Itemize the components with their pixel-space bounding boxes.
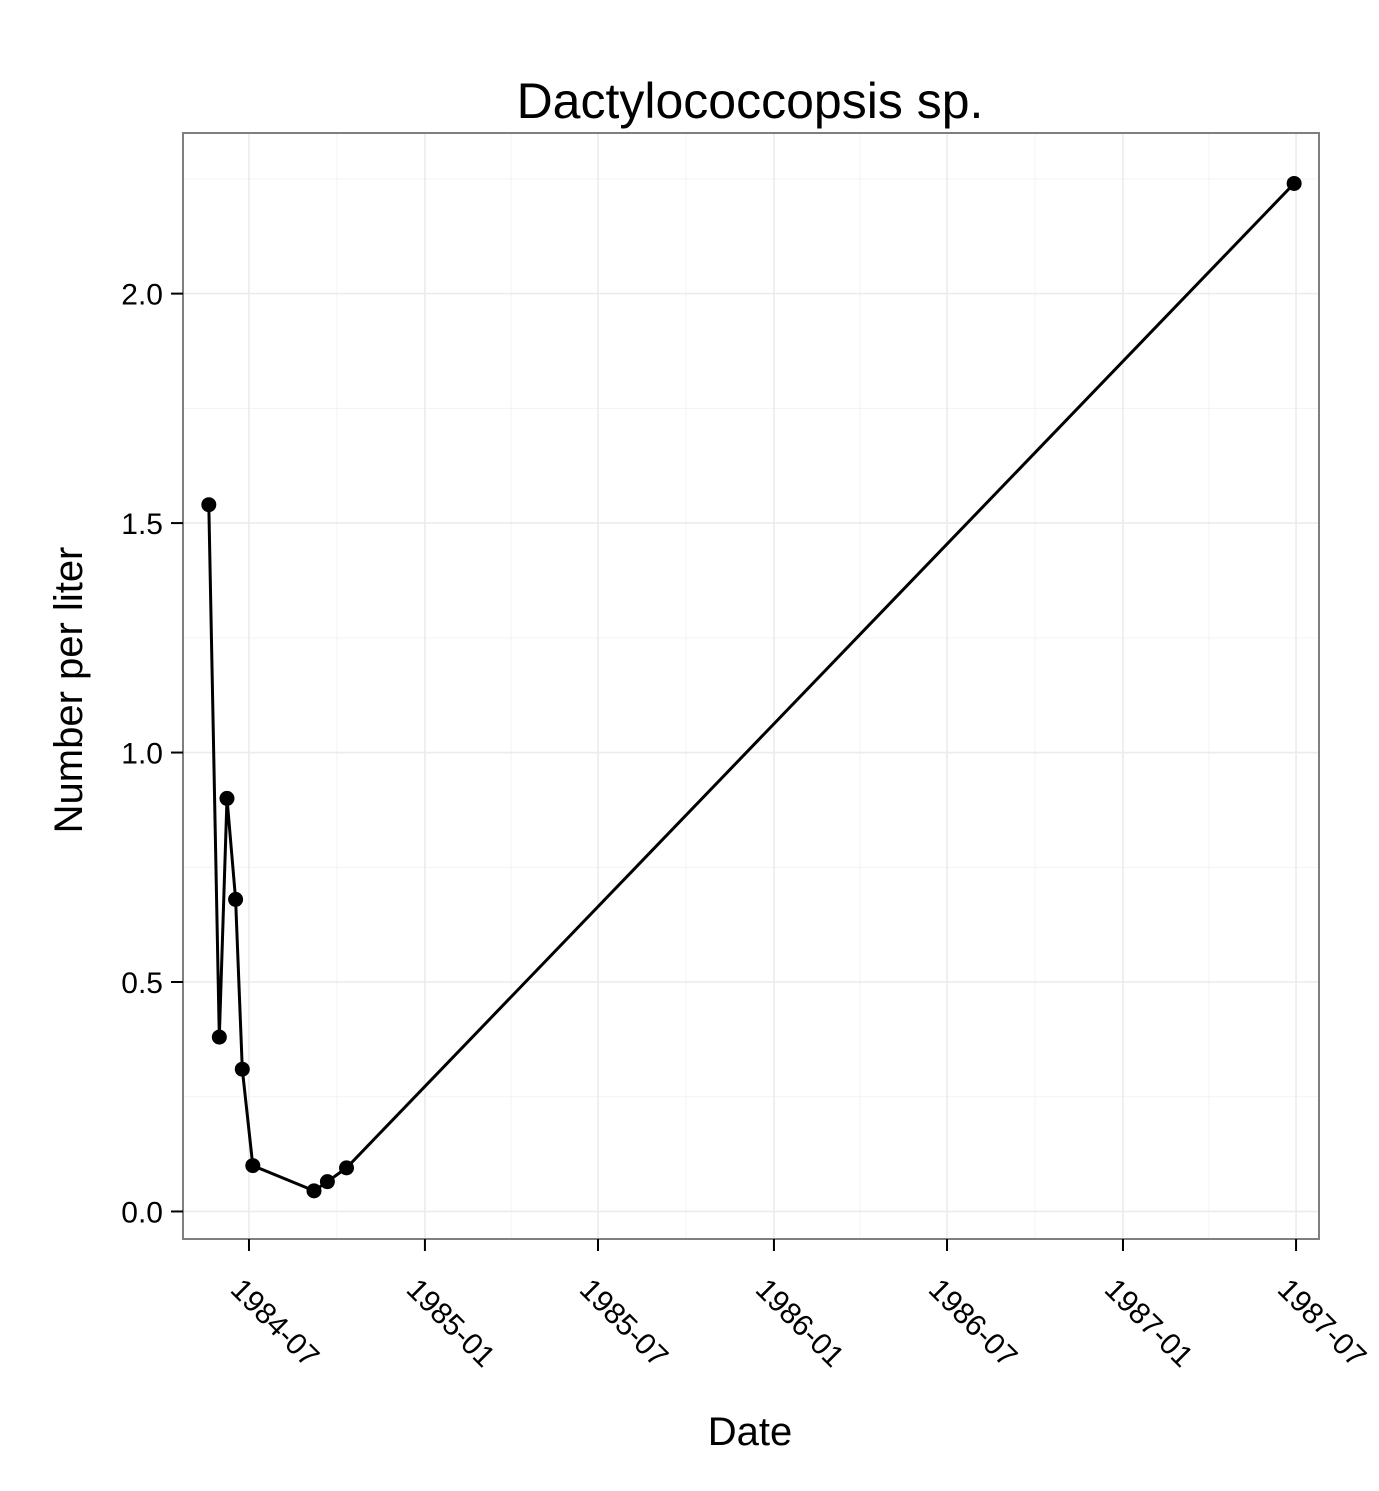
data-point [234, 1061, 250, 1077]
x-tick-labels: 1984-07 1985-01 1985-07 1986-01 1986-07 1987-… [224, 1273, 1372, 1374]
y-axis-title: Number per liter [47, 547, 91, 834]
chart-title: Dactylococcopsis sp. [517, 73, 984, 129]
data-point [1286, 175, 1302, 191]
x-tick-label: 1985-01 [400, 1273, 501, 1374]
axis-ticks [171, 292, 1298, 1251]
data-point [245, 1158, 261, 1174]
y-tick-label: 0.5 [121, 967, 163, 1000]
data-point [219, 790, 235, 806]
grid-minor [183, 133, 1319, 1239]
data-point [306, 1183, 322, 1199]
y-tick-labels: 0.0 0.5 1.0 1.5 2.0 [121, 279, 163, 1230]
grid-major [183, 133, 1319, 1239]
x-axis-title: Date [708, 1410, 793, 1454]
data-point [339, 1160, 355, 1176]
panel-border [182, 132, 1320, 1240]
x-tick-label: 1987-07 [1271, 1273, 1372, 1374]
y-tick-label: 1.0 [121, 738, 163, 771]
x-tick-label: 1985-07 [573, 1273, 674, 1374]
y-tick-label: 2.0 [121, 279, 163, 312]
x-tick-label: 1984-07 [224, 1273, 325, 1374]
data-point [319, 1174, 335, 1190]
data-point [211, 1029, 227, 1045]
x-tick-label: 1987-01 [1098, 1273, 1199, 1374]
data-point [201, 497, 217, 513]
series-layer [201, 175, 1302, 1199]
series-line [207, 182, 1296, 1193]
y-tick-label: 0.0 [121, 1196, 163, 1229]
x-tick-label: 1986-01 [749, 1273, 850, 1374]
data-point [228, 891, 244, 907]
x-tick-label: 1986-07 [922, 1273, 1023, 1374]
y-tick-label: 1.5 [121, 508, 163, 541]
